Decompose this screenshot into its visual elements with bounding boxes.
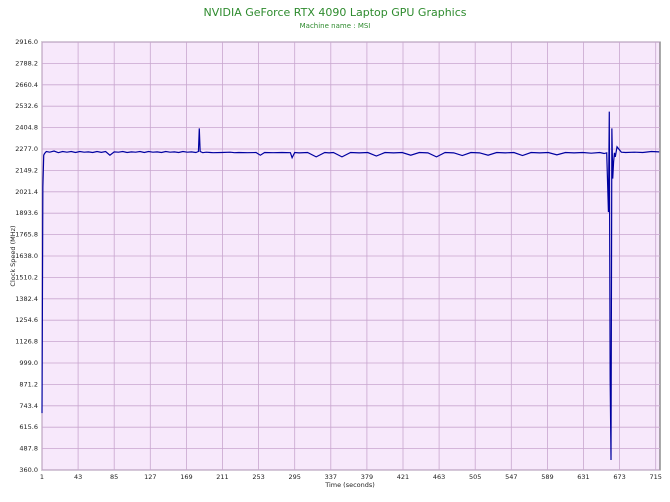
x-tick-label: 43	[74, 473, 82, 481]
y-tick-label: 2149.2	[15, 166, 38, 174]
y-tick-label: 1126.8	[15, 338, 38, 346]
y-tick-label: 999.0	[19, 359, 38, 367]
y-tick-label: 1638.0	[15, 252, 38, 260]
x-tick-label: 547	[505, 473, 517, 481]
x-tick-label: 169	[180, 473, 192, 481]
data-line	[41, 111, 660, 460]
y-tick-label: 1893.6	[15, 209, 38, 217]
x-tick-label: 421	[397, 473, 409, 481]
x-tick-label: 337	[325, 473, 337, 481]
y-tick-label: 2277.0	[15, 145, 38, 153]
y-tick-label: 2404.8	[15, 124, 38, 132]
x-tick-label: 211	[216, 473, 228, 481]
y-axis-label: Clock Speed (MHz)	[9, 225, 17, 286]
y-tick-label: 2660.4	[15, 81, 38, 89]
y-tick-label: 360.0	[19, 466, 38, 474]
y-tick-label: 2788.2	[15, 59, 38, 67]
x-tick-label: 589	[541, 473, 553, 481]
x-axis-label: Time (seconds)	[324, 481, 375, 489]
y-tick-label: 743.4	[19, 402, 38, 410]
x-tick-label: 631	[577, 473, 589, 481]
y-tick-label: 2021.4	[15, 188, 38, 196]
x-tick-label: 715	[649, 473, 661, 481]
chart-subtitle: Machine name : MSI	[300, 22, 371, 30]
y-tick-label: 871.2	[19, 380, 38, 388]
y-tick-label: 615.6	[19, 423, 38, 431]
x-tick-label: 85	[110, 473, 118, 481]
y-tick-label: 1254.6	[15, 316, 38, 324]
y-tick-label: 2532.6	[15, 102, 38, 110]
x-tick-label: 253	[252, 473, 264, 481]
x-tick-label: 127	[144, 473, 156, 481]
x-tick-label: 673	[613, 473, 625, 481]
x-tick-label: 295	[288, 473, 300, 481]
y-tick-label: 1765.8	[15, 231, 38, 239]
x-tick-label: 505	[469, 473, 481, 481]
x-tick-label: 379	[361, 473, 373, 481]
chart-title: NVIDIA GeForce RTX 4090 Laptop GPU Graph…	[203, 6, 466, 19]
x-tick-label: 1	[40, 473, 44, 481]
y-tick-label: 1510.2	[15, 273, 38, 281]
y-tick-label: 2916.0	[15, 38, 38, 46]
x-tick-label: 463	[433, 473, 445, 481]
y-tick-label: 1382.4	[15, 295, 38, 303]
y-tick-label: 487.8	[19, 445, 38, 453]
